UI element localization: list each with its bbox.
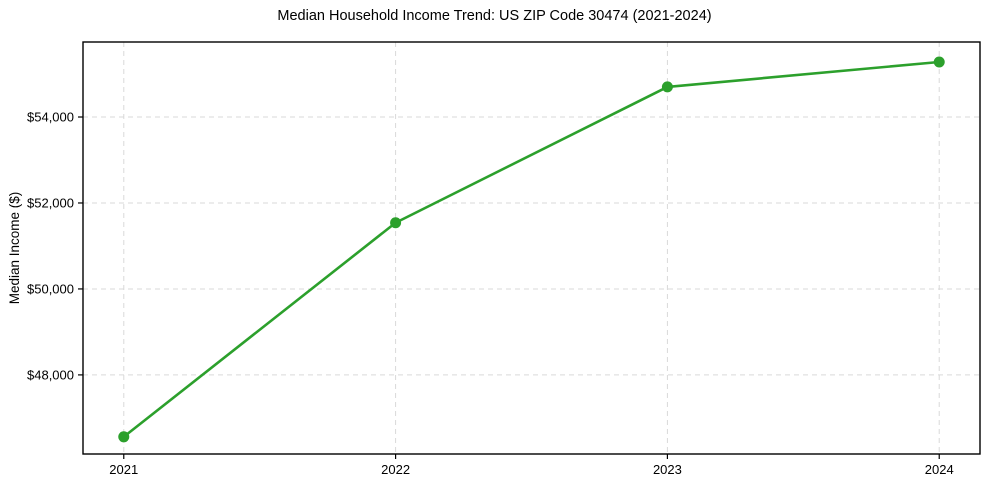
x-axis-tick-label: 2024 bbox=[925, 462, 954, 477]
trend-line bbox=[122, 60, 941, 439]
data-point bbox=[661, 81, 673, 93]
x-axis-tick-label: 2022 bbox=[381, 462, 410, 477]
chart-title: Median Household Income Trend: US ZIP Co… bbox=[277, 8, 712, 24]
y-axis-tick-label: $48,000 bbox=[27, 367, 74, 382]
data-point bbox=[118, 431, 130, 443]
data-point bbox=[390, 217, 402, 229]
data-point bbox=[933, 56, 945, 68]
x-axis-tick-label: 2023 bbox=[653, 462, 682, 477]
y-axis-tick-label: $50,000 bbox=[27, 281, 74, 296]
y-axis-tick-label: $54,000 bbox=[27, 110, 74, 125]
plot-border bbox=[82, 41, 981, 455]
y-axis-tick-label: $52,000 bbox=[27, 195, 74, 210]
x-axis-tick-label: 2021 bbox=[109, 462, 138, 477]
